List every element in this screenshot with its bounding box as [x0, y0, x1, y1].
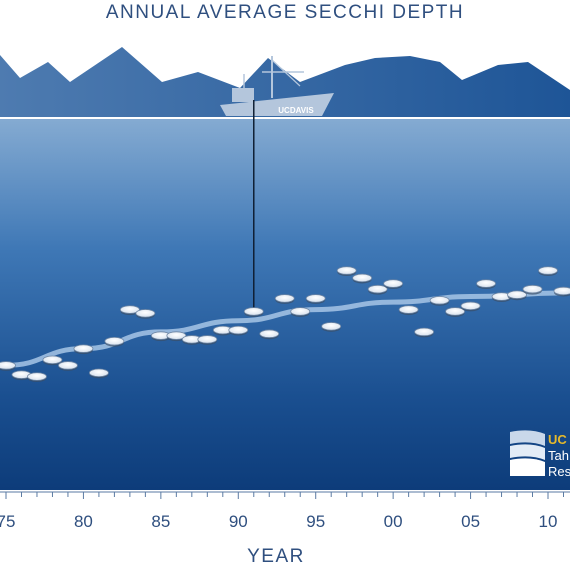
secchi-disk-point — [460, 301, 481, 312]
secchi-disk-point — [119, 305, 140, 316]
secchi-disk-point — [538, 266, 558, 277]
secchi-disk-point — [414, 327, 435, 338]
trend-line — [3, 290, 566, 368]
secchi-disk-point — [228, 325, 249, 336]
secchi-disk-point — [290, 307, 311, 317]
secchi-disk-point — [89, 368, 109, 379]
secchi-disk-point — [445, 307, 465, 317]
uc-tahoe-logo: UC Tah Res — [510, 430, 570, 479]
secchi-disk-point — [305, 294, 326, 304]
secchi-disk-point — [336, 266, 357, 277]
data-points — [0, 266, 570, 383]
secchi-disk-point — [42, 355, 63, 366]
x-tick-label: 85 — [151, 512, 170, 531]
secchi-disk-point — [398, 305, 419, 316]
logo-uc-text: UC — [548, 432, 567, 447]
secchi-disk-point — [166, 331, 187, 342]
boat-label: UCDAVIS — [278, 106, 314, 115]
lake-water — [0, 118, 570, 490]
x-tick-label: 10 — [539, 512, 558, 531]
research-boat: UCDAVIS — [220, 56, 334, 116]
logo-line2: Tah — [548, 448, 569, 463]
secchi-disk-point — [352, 273, 373, 284]
secchi-disk-point — [522, 284, 543, 295]
secchi-disk-point — [367, 284, 388, 295]
x-tick-label: 00 — [384, 512, 403, 531]
secchi-disk-point — [104, 337, 125, 347]
x-axis: 75 80 85 90 95 00 05 10 — [0, 491, 570, 531]
x-tick-label: 05 — [461, 512, 480, 531]
logo-line3: Res — [548, 464, 570, 479]
secchi-disk-point — [321, 322, 342, 332]
x-tick-label: 95 — [306, 512, 325, 531]
secchi-disk-point — [135, 309, 156, 319]
secchi-disk-point — [553, 286, 570, 297]
secchi-disk-point — [274, 294, 295, 304]
secchi-disk-point — [243, 307, 264, 317]
x-tick-label: 75 — [0, 512, 15, 531]
secchi-disk-point — [259, 329, 280, 340]
secchi-disk-point — [0, 361, 16, 371]
secchi-disk-point — [73, 344, 94, 355]
mountain-range — [0, 47, 570, 118]
x-tick-label: 80 — [74, 512, 93, 531]
secchi-disk-point — [383, 279, 404, 290]
secchi-disk-point — [150, 331, 171, 342]
x-axis-label: YEAR — [247, 546, 305, 567]
secchi-disk-point — [476, 279, 496, 290]
secchi-disk-point — [507, 290, 527, 301]
secchi-disk-point — [429, 296, 450, 306]
secchi-disk-point — [212, 325, 233, 336]
secchi-disk-point — [58, 361, 78, 371]
secchi-disk-point — [27, 372, 47, 383]
secchi-disk-point — [11, 370, 32, 381]
x-tick-label: 90 — [229, 512, 248, 531]
secchi-disk-point — [197, 335, 218, 345]
chart-title: ANNUAL AVERAGE SECCHI DEPTH — [106, 2, 464, 23]
